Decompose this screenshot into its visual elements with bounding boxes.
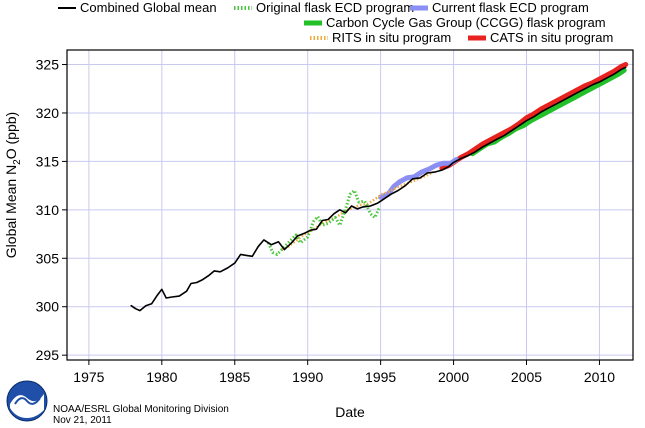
legend: Combined Global mean Original flask ECD p… (58, 0, 613, 45)
footer-date: Nov 21, 2011 (53, 415, 112, 426)
series-line-1 (266, 189, 381, 256)
series-lines (130, 62, 629, 312)
legend-label-0: Combined Global mean (80, 0, 217, 15)
footer-org: NOAA/ESRL Global Monitoring Division (53, 404, 229, 415)
x-tick-label: 1975 (73, 369, 104, 385)
x-tick-label: 1995 (365, 369, 396, 385)
series-line-3 (470, 67, 627, 157)
y-tick-label: 295 (36, 347, 60, 363)
noaa-logo-icon (6, 380, 48, 422)
legend-label-4: RITS in situ program (332, 30, 451, 45)
x-tick-label: 2000 (438, 369, 469, 385)
x-tick-label: 2005 (511, 369, 542, 385)
series-line-2 (378, 157, 459, 200)
y-axis-title: Global Mean N2O (ppb) (3, 112, 23, 258)
x-tick-label: 2010 (584, 369, 615, 385)
y-tick-label: 310 (36, 202, 60, 218)
y-tick-label: 325 (36, 57, 60, 73)
series-line-0 (130, 66, 627, 312)
y-tick-label: 320 (36, 105, 60, 121)
legend-label-5: CATS in situ program (490, 30, 613, 45)
x-axis-title: Date (335, 404, 365, 420)
plot-frame (66, 49, 634, 361)
x-tick-label: 1990 (292, 369, 323, 385)
y-tick-label: 305 (36, 250, 60, 266)
y-tick-label: 300 (36, 299, 60, 315)
x-tick-label: 1980 (146, 369, 177, 385)
y-tick-label: 315 (36, 153, 60, 169)
y-axis-title-part2: O (ppb) (3, 112, 19, 159)
series-line-5 (439, 62, 629, 171)
legend-label-3: Carbon Cycle Gas Group (CCGG) flask prog… (326, 15, 606, 30)
grid-lines (67, 50, 633, 360)
legend-label-1: Original flask ECD program (256, 0, 414, 15)
y-axis-title-part1: Global Mean N (3, 165, 19, 258)
axis-ticks: 1975 1980 1985 1990 1995 2000 2005 2010 295 300 30… (36, 57, 616, 385)
noaa-logo (6, 380, 48, 422)
y-axis-title-subscript: 2 (12, 159, 23, 165)
x-tick-label: 1985 (219, 369, 250, 385)
legend-label-2: Current flask ECD program (432, 0, 589, 15)
